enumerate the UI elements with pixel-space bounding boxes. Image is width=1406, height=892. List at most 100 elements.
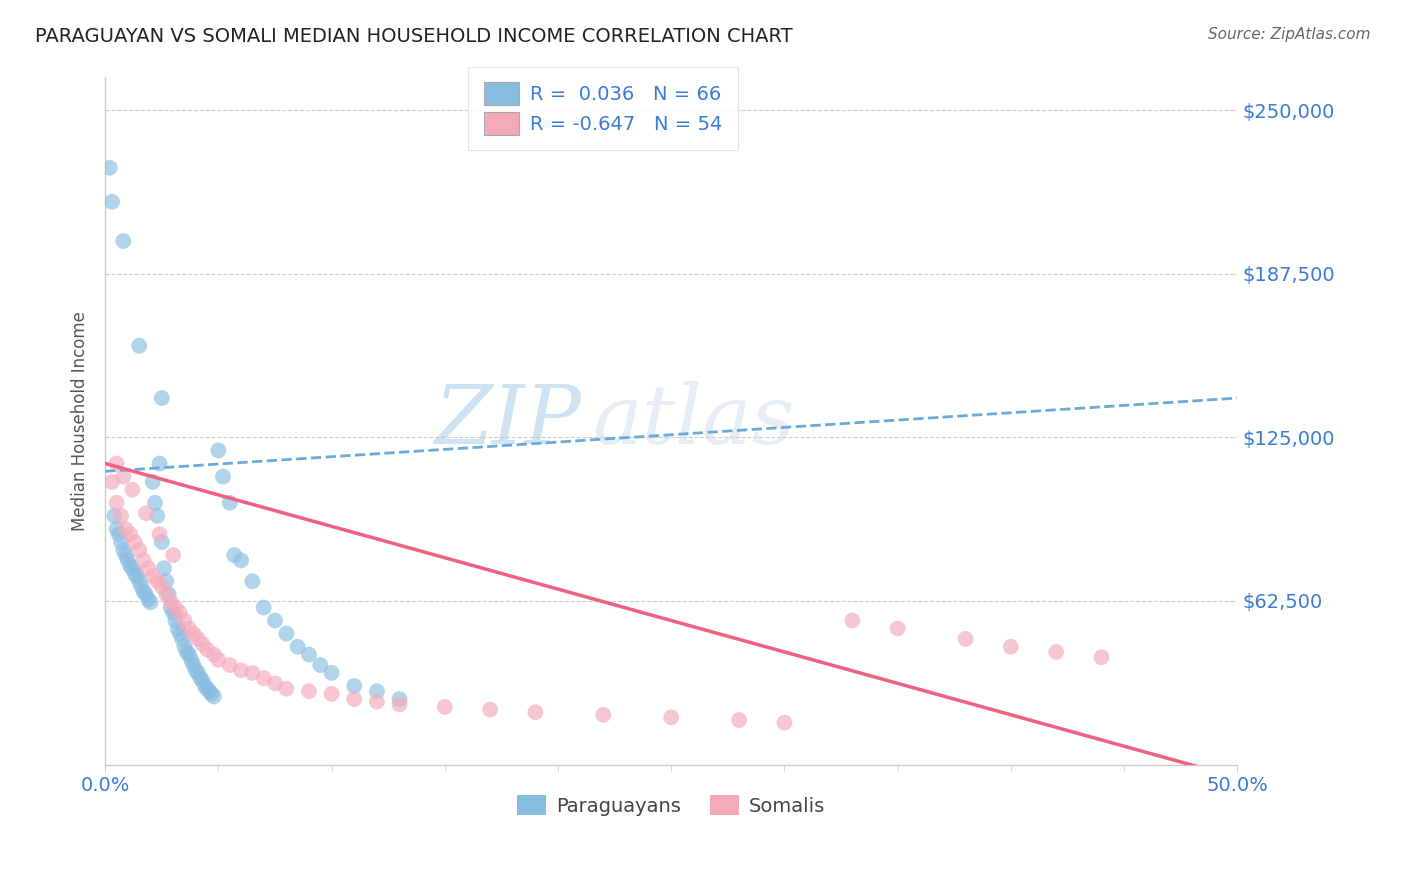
Point bbox=[298, 684, 321, 698]
Point bbox=[187, 632, 209, 646]
Point bbox=[224, 548, 246, 562]
Point bbox=[150, 391, 173, 405]
Point bbox=[212, 469, 235, 483]
Point bbox=[388, 692, 411, 706]
Point bbox=[264, 614, 287, 628]
Point bbox=[183, 626, 205, 640]
Point bbox=[191, 673, 214, 688]
Point bbox=[165, 614, 187, 628]
Point bbox=[166, 621, 188, 635]
Point bbox=[728, 713, 751, 727]
Point bbox=[105, 496, 128, 510]
Point bbox=[157, 587, 180, 601]
Point bbox=[202, 648, 225, 662]
Point bbox=[124, 535, 146, 549]
Point bbox=[366, 684, 388, 698]
Point bbox=[143, 496, 166, 510]
Point bbox=[1045, 645, 1067, 659]
Point bbox=[659, 710, 682, 724]
Point bbox=[148, 527, 170, 541]
Point bbox=[150, 535, 173, 549]
Point bbox=[321, 665, 343, 680]
Y-axis label: Median Household Income: Median Household Income bbox=[72, 311, 89, 531]
Point bbox=[105, 522, 128, 536]
Point bbox=[165, 600, 187, 615]
Point bbox=[142, 475, 165, 489]
Point bbox=[321, 687, 343, 701]
Point bbox=[146, 574, 169, 589]
Point bbox=[242, 574, 264, 589]
Point bbox=[136, 561, 159, 575]
Point bbox=[173, 614, 195, 628]
Point bbox=[98, 161, 121, 175]
Point bbox=[101, 194, 124, 209]
Point bbox=[433, 700, 456, 714]
Point bbox=[229, 663, 252, 677]
Point bbox=[366, 695, 388, 709]
Point bbox=[218, 658, 240, 673]
Point bbox=[136, 592, 159, 607]
Point bbox=[125, 569, 148, 583]
Point bbox=[955, 632, 977, 646]
Point bbox=[105, 457, 128, 471]
Point bbox=[177, 648, 200, 662]
Point bbox=[148, 457, 170, 471]
Point bbox=[120, 527, 142, 541]
Point bbox=[162, 606, 184, 620]
Point bbox=[162, 548, 184, 562]
Point bbox=[120, 558, 142, 573]
Point bbox=[479, 702, 502, 716]
Point bbox=[194, 679, 217, 693]
Point bbox=[172, 632, 194, 646]
Point bbox=[242, 665, 264, 680]
Point bbox=[198, 684, 221, 698]
Point bbox=[103, 508, 125, 523]
Legend: Paraguayans, Somalis: Paraguayans, Somalis bbox=[509, 788, 834, 823]
Point bbox=[169, 626, 191, 640]
Point bbox=[131, 580, 153, 594]
Point bbox=[524, 705, 547, 719]
Text: Source: ZipAtlas.com: Source: ZipAtlas.com bbox=[1208, 27, 1371, 42]
Point bbox=[160, 595, 183, 609]
Point bbox=[128, 339, 150, 353]
Point bbox=[183, 658, 205, 673]
Point bbox=[309, 658, 332, 673]
Point bbox=[1090, 650, 1112, 665]
Point bbox=[176, 645, 198, 659]
Point bbox=[114, 522, 136, 536]
Point bbox=[150, 580, 173, 594]
Point bbox=[287, 640, 309, 654]
Point bbox=[132, 584, 155, 599]
Point bbox=[177, 621, 200, 635]
Point bbox=[195, 642, 218, 657]
Point bbox=[201, 687, 224, 701]
Point bbox=[110, 508, 132, 523]
Point bbox=[841, 614, 863, 628]
Point bbox=[155, 574, 177, 589]
Point bbox=[1000, 640, 1022, 654]
Point bbox=[298, 648, 321, 662]
Text: PARAGUAYAN VS SOMALI MEDIAN HOUSEHOLD INCOME CORRELATION CHART: PARAGUAYAN VS SOMALI MEDIAN HOUSEHOLD IN… bbox=[35, 27, 793, 45]
Point bbox=[207, 653, 229, 667]
Point bbox=[135, 506, 157, 520]
Point bbox=[343, 692, 366, 706]
Point bbox=[121, 483, 143, 497]
Point bbox=[112, 542, 135, 557]
Point bbox=[139, 595, 162, 609]
Point bbox=[229, 553, 252, 567]
Text: ZIP: ZIP bbox=[434, 381, 581, 461]
Point bbox=[117, 553, 139, 567]
Text: atlas: atlas bbox=[592, 381, 794, 461]
Point bbox=[107, 527, 129, 541]
Point bbox=[124, 566, 146, 581]
Point bbox=[121, 561, 143, 575]
Point bbox=[132, 553, 155, 567]
Point bbox=[195, 681, 218, 696]
Point bbox=[184, 663, 207, 677]
Point bbox=[886, 621, 908, 635]
Point bbox=[112, 234, 135, 248]
Point bbox=[773, 715, 796, 730]
Point bbox=[153, 561, 176, 575]
Point bbox=[592, 707, 614, 722]
Point bbox=[207, 443, 229, 458]
